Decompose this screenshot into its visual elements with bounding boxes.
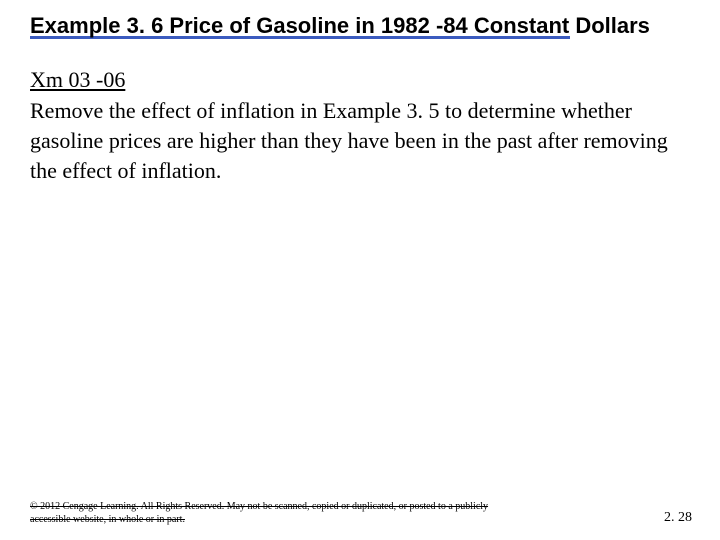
- body-text: Remove the effect of inflation in Exampl…: [30, 98, 668, 182]
- slide-title: Example 3. 6 Price of Gasoline in 1982 -…: [30, 12, 690, 40]
- slide-container: Example 3. 6 Price of Gasoline in 1982 -…: [0, 0, 720, 540]
- footer-block: © 2012 Cengage Learning. All Rights Rese…: [30, 501, 530, 526]
- page-number: 2. 28: [664, 510, 692, 526]
- copyright-text: © 2012 Cengage Learning. All Rights Rese…: [30, 501, 530, 526]
- dataset-link[interactable]: Xm 03 -06: [30, 65, 125, 95]
- body-block: Xm 03 -06 Remove the effect of inflation…: [30, 59, 690, 186]
